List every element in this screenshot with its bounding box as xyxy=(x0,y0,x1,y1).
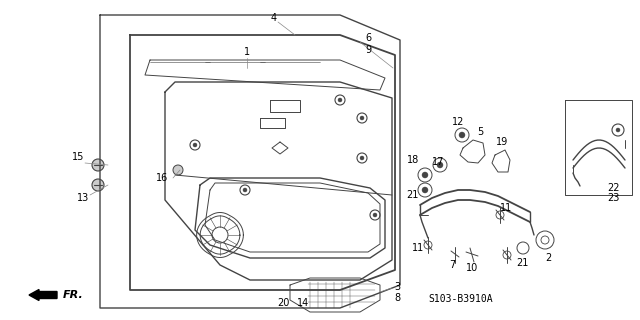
Text: 9: 9 xyxy=(365,45,371,55)
Text: S103-B3910A: S103-B3910A xyxy=(429,294,493,304)
Circle shape xyxy=(190,140,200,150)
Text: 5: 5 xyxy=(477,127,483,137)
Circle shape xyxy=(338,98,342,102)
Text: 3: 3 xyxy=(394,282,400,292)
Circle shape xyxy=(173,165,183,175)
Text: 22: 22 xyxy=(607,183,620,193)
Text: 20: 20 xyxy=(277,298,289,308)
Text: FR.: FR. xyxy=(63,290,84,300)
Text: 14: 14 xyxy=(297,298,309,308)
Circle shape xyxy=(92,159,104,171)
Text: 19: 19 xyxy=(496,137,508,147)
Circle shape xyxy=(370,210,380,220)
Text: 17: 17 xyxy=(432,157,444,167)
Text: 12: 12 xyxy=(452,117,464,127)
Text: 21: 21 xyxy=(516,258,528,268)
Circle shape xyxy=(357,153,367,163)
Text: 15: 15 xyxy=(72,152,84,162)
Circle shape xyxy=(360,156,364,160)
Text: 10: 10 xyxy=(466,263,478,273)
Text: 7: 7 xyxy=(449,260,455,270)
Circle shape xyxy=(243,188,247,192)
FancyArrow shape xyxy=(29,290,57,300)
Circle shape xyxy=(360,116,364,120)
Text: 2: 2 xyxy=(545,253,551,263)
Circle shape xyxy=(335,95,345,105)
Circle shape xyxy=(193,143,197,147)
Circle shape xyxy=(616,128,620,132)
Circle shape xyxy=(459,132,465,138)
Circle shape xyxy=(373,213,377,217)
Text: 4: 4 xyxy=(271,13,277,23)
Text: 8: 8 xyxy=(394,293,400,303)
Text: 11: 11 xyxy=(412,243,424,253)
Circle shape xyxy=(422,172,428,178)
Text: 1: 1 xyxy=(244,47,250,57)
Text: 23: 23 xyxy=(607,193,619,203)
Circle shape xyxy=(357,113,367,123)
Circle shape xyxy=(92,179,104,191)
Text: 16: 16 xyxy=(156,173,168,183)
Circle shape xyxy=(437,162,443,168)
Circle shape xyxy=(422,187,428,193)
Text: 21: 21 xyxy=(406,190,418,200)
Text: 11: 11 xyxy=(500,203,512,213)
Text: 6: 6 xyxy=(365,33,371,43)
Text: 18: 18 xyxy=(407,155,419,165)
Text: 13: 13 xyxy=(77,193,89,203)
Circle shape xyxy=(240,185,250,195)
